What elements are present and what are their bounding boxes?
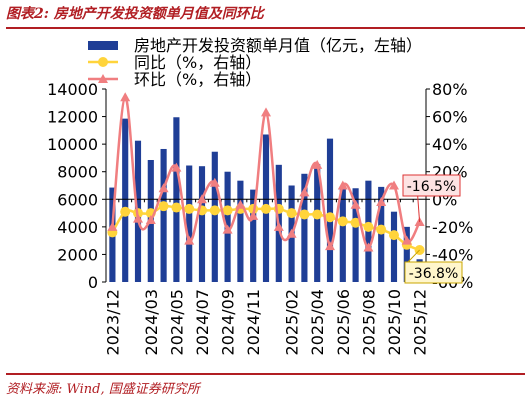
mom-point-2024/03 xyxy=(145,214,156,224)
yoy-point-2025/10 xyxy=(389,230,399,241)
bar-2025/06 xyxy=(339,186,346,282)
mom-point-2024/05 xyxy=(171,162,182,172)
x-tick-label: 2025/04 xyxy=(308,289,327,355)
yoy-point-2024/01 xyxy=(120,206,131,217)
yoy-point-2025/09 xyxy=(376,224,387,235)
yoy-callout-label: -36.8% xyxy=(409,266,459,282)
legend-label-bar: 房地产开发投资额单月值（亿元，左轴） xyxy=(134,36,422,55)
left-tick-label: 6000 xyxy=(57,190,98,209)
bar-2025/04 xyxy=(314,164,321,282)
yoy-point-2024/12 xyxy=(261,203,271,214)
bar-2025/07 xyxy=(352,188,359,282)
mom-point-2024/11 xyxy=(248,210,259,220)
mom-point-2025/01 xyxy=(273,221,284,231)
mom-callout-box xyxy=(402,174,461,197)
x-tick-label: 2025/02 xyxy=(283,289,302,355)
left-tick-label: 8000 xyxy=(57,163,98,182)
legend: 房地产开发投资额单月值（亿元，左轴）同比（%，右轴）环比（%，右轴） xyxy=(88,36,422,89)
x-tick-label: 2024/09 xyxy=(219,289,238,355)
bar-2024/08 xyxy=(211,151,218,282)
mom-point-2024/01 xyxy=(120,92,131,102)
mom-callout-leader xyxy=(417,194,421,223)
right-tick-label: -40% xyxy=(432,245,473,264)
mom-point-2024/09 xyxy=(222,224,233,234)
yoy-callout-box xyxy=(404,261,463,284)
left-tick-label: 14000 xyxy=(47,80,98,99)
yoy-point-2025/03 xyxy=(299,209,310,220)
bar-2024/07 xyxy=(198,166,206,282)
bar-2024/04 xyxy=(160,148,167,282)
yoy-point-2025/08 xyxy=(363,221,374,232)
yoy-point-2024/06 xyxy=(184,203,195,214)
mom-line-path xyxy=(111,96,421,249)
mom-callout-label: -16.5% xyxy=(407,179,457,195)
bar-2025/10 xyxy=(390,211,398,282)
source-rule xyxy=(6,373,525,375)
mom-point-2025/08 xyxy=(363,242,374,252)
yoy-point-2024/05 xyxy=(171,202,182,213)
x-tick-label: 2023/12 xyxy=(103,289,122,355)
mom-point-2025/10 xyxy=(389,180,399,190)
mom-point-2025/09 xyxy=(376,197,387,207)
mom-point-2025/05 xyxy=(325,241,335,251)
x-tick-label: 2024/11 xyxy=(244,289,263,355)
bar-2024/11 xyxy=(250,189,257,282)
yoy-point-2025/05 xyxy=(325,212,335,223)
mom-point-2024/04 xyxy=(158,183,169,193)
yoy-point-2024/09 xyxy=(222,205,233,216)
mom-point-2024/10 xyxy=(235,199,246,209)
yoy-point-2025/02 xyxy=(286,208,297,219)
bar-2025/11 xyxy=(403,226,410,282)
legend-swatch-bar xyxy=(88,41,118,50)
bar-2024/10 xyxy=(237,180,244,282)
right-tick-label: 60% xyxy=(432,108,468,127)
mom-line xyxy=(107,92,425,252)
right-tick-label: 40% xyxy=(432,135,468,154)
mom-point-2025/06 xyxy=(337,180,348,190)
left-tick-label: 12000 xyxy=(47,108,98,127)
left-tick-label: 10000 xyxy=(47,135,98,154)
mom-point-2025/03 xyxy=(299,187,310,197)
legend-label-mom: 环比（%，右轴） xyxy=(134,70,261,89)
x-tick-label: 2025/06 xyxy=(334,289,353,355)
left-tick-label: 4000 xyxy=(57,218,98,237)
mom-point-2024/08 xyxy=(209,177,220,187)
legend-label-yoy: 同比（%，右轴） xyxy=(134,53,261,72)
bar-2024/06 xyxy=(186,165,193,282)
right-tick-label: 80% xyxy=(432,80,468,99)
yoy-point-2025/06 xyxy=(337,216,348,227)
yoy-point-2024/04 xyxy=(158,201,169,212)
mom-point-2025/04 xyxy=(312,159,323,169)
mom-point-2024/06 xyxy=(184,235,195,245)
yoy-callout-leader xyxy=(407,249,420,263)
mom-point-2025/02 xyxy=(286,228,297,238)
title-rule xyxy=(6,27,525,29)
mom-point-2024/07 xyxy=(197,194,207,204)
mom-point-2024/12 xyxy=(261,107,271,117)
bar-2025/03 xyxy=(301,173,308,282)
legend-swatch-yoy-marker xyxy=(98,57,108,67)
mom-point-2025/07 xyxy=(350,199,361,209)
x-tick-label: 2024/03 xyxy=(142,289,161,355)
right-tick-label: -20% xyxy=(432,218,473,237)
source-note: 资料来源: Wind, 国盛证券研究所 xyxy=(6,382,200,397)
left-tick-label: 2000 xyxy=(57,245,98,264)
bar-2025/05 xyxy=(326,138,334,282)
x-tick-label: 2024/07 xyxy=(193,289,212,355)
yoy-point-2025/04 xyxy=(312,209,323,220)
legend-swatch-mom-marker xyxy=(98,74,108,83)
x-tick-label: 2025/08 xyxy=(359,289,378,355)
x-tick-label: 2024/05 xyxy=(167,289,186,355)
bar-2024/01 xyxy=(122,118,129,282)
mom-point-2023/12 xyxy=(107,221,118,231)
yoy-point-2024/08 xyxy=(209,205,220,216)
mom-point-2024/02 xyxy=(133,213,143,223)
mom-point-2025/11 xyxy=(401,235,412,245)
figure-title: 图表2: 房地产开发投资额单月值及同环比 xyxy=(6,6,264,22)
yoy-point-2025/07 xyxy=(350,217,361,228)
x-tick-label: 2025/12 xyxy=(411,289,430,355)
x-tick-label: 2025/10 xyxy=(385,289,404,355)
left-tick-label: 0 xyxy=(88,273,98,292)
